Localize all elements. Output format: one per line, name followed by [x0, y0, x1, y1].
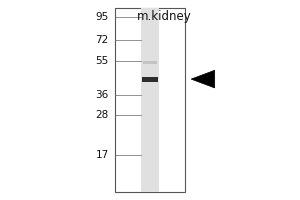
Text: m.kidney: m.kidney: [137, 10, 192, 23]
Bar: [143, 61, 158, 64]
Text: 72: 72: [96, 35, 109, 45]
Bar: [142, 77, 158, 82]
Bar: [115, 8, 185, 192]
Bar: [141, 8, 159, 192]
Text: 55: 55: [96, 56, 109, 66]
Text: 36: 36: [96, 90, 109, 100]
Polygon shape: [191, 70, 215, 88]
Text: 17: 17: [96, 150, 109, 160]
Text: 95: 95: [96, 12, 109, 22]
Text: 28: 28: [96, 110, 109, 120]
